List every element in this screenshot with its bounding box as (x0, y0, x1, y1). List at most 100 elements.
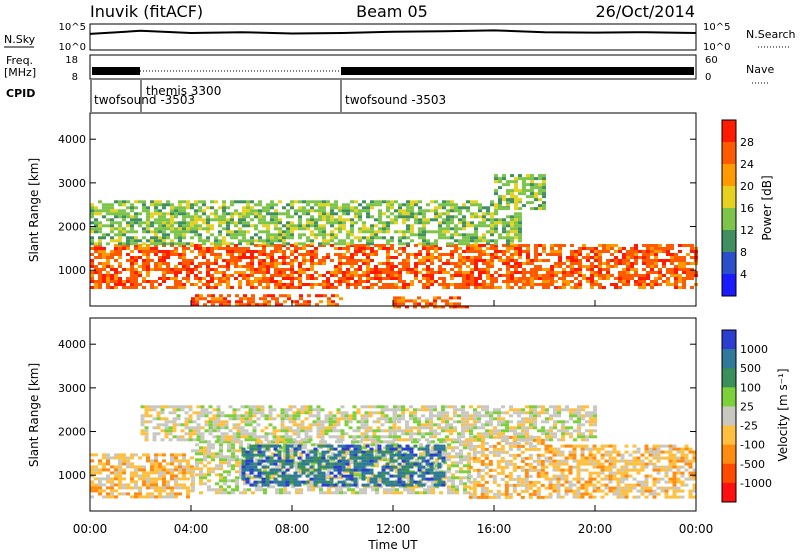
vel-cells-cell-2031 (636, 459, 641, 463)
power-cells-cell-2082 (322, 236, 326, 240)
freq-label: Freq. (6, 54, 33, 67)
power-cells-cell-201 (170, 268, 174, 271)
vel-cells-cell-195 (166, 462, 170, 466)
vel-cells-cell-1893 (588, 480, 593, 484)
power-ylabel: Slant Range [km] (27, 158, 41, 262)
power-cells-cell-913 (466, 286, 470, 289)
power-cells-cell-57 (110, 265, 114, 268)
vel-cells-cell-2106 (664, 444, 669, 448)
vel-cells-cell-1784 (552, 483, 557, 487)
power-cells-cell-877 (454, 271, 458, 274)
power-cells-cell-450 (274, 247, 278, 250)
power-cells-cell-2081 (322, 233, 326, 237)
power-cells-cell-1096 (538, 253, 542, 256)
vel-cells-cell-489 (271, 473, 275, 477)
vel-cells-cell-553 (291, 485, 295, 489)
power-cells-cell-740 (390, 286, 394, 289)
vel-cells-cell-514 (283, 440, 287, 444)
power-cells-cell-315 (218, 277, 222, 280)
vel-cells-cell-1739 (536, 492, 541, 496)
power-cells-cell-975 (490, 259, 494, 262)
power-cells-cell-2745 (526, 201, 530, 205)
power-cells-cell-1703 (170, 242, 174, 246)
power-cells-cell-1538 (110, 218, 114, 222)
power-cells-cell-1472 (690, 250, 694, 253)
power-cells-cell-985 (494, 250, 498, 253)
power-cells-cell-1896 (250, 200, 254, 204)
power-cells-cell-472 (282, 244, 286, 247)
cpid-segment-2: themis 3300 (146, 84, 221, 98)
vel-cells-cell-352 (223, 461, 227, 465)
vel-cells-cell-1347 (369, 453, 374, 457)
power-cells-cell-437 (266, 283, 270, 286)
power-cells-cell-1450 (678, 280, 682, 283)
vel-cells-cell-1717 (532, 447, 537, 451)
power-cells-cell-2758 (534, 186, 538, 190)
power-cells-cell-38 (102, 265, 106, 268)
power-cells-cell-1743 (186, 212, 190, 216)
power-cells-cell-548 (310, 268, 314, 271)
power-cells-cell-232 (182, 265, 186, 268)
vel-cells-cell-5 (90, 474, 94, 478)
vel-cells-cell-1922 (600, 453, 605, 457)
power-cells-cell-1941 (266, 236, 270, 240)
power-cells-cell-1632 (146, 239, 150, 243)
vel-cells-cell-6 (90, 480, 94, 484)
power-cells-cell-1155 (562, 268, 566, 271)
vel-cells-cell-1852 (576, 471, 581, 475)
power-cells-cell-946 (478, 274, 482, 277)
power-cells-cell-2303 (418, 218, 422, 222)
power-cells-cell-1799 (210, 200, 214, 204)
power-cells-cell-1403 (662, 247, 666, 250)
vel-cells-cell-1575 (484, 489, 489, 493)
power-cells-cell-955 (482, 268, 486, 271)
power-cells-cell-1567 (122, 203, 126, 207)
vel-cells-cell-333 (219, 440, 223, 444)
power-cells-cell-716 (382, 286, 386, 289)
power-cells-cell-84 (118, 280, 122, 283)
power-cells-cell-1728 (182, 206, 186, 210)
vel-cells-cell-1560 (480, 477, 485, 481)
vel-cells-cell-1094 (253, 474, 258, 478)
vel-cells-cell-974 (443, 452, 447, 456)
vel-cells-cell-1657 (512, 468, 517, 472)
power-cells-cell-566 (322, 244, 326, 247)
power-cells-cell-172 (158, 259, 162, 262)
power-cells-cell-254 (194, 247, 198, 250)
power-cells-cell-839 (438, 247, 442, 250)
power-cells-cell-2413 (462, 239, 466, 243)
power-cells-cell-1786 (202, 221, 206, 225)
vel-cells-cell-1225 (317, 456, 322, 460)
power-cells-cell-1680 (162, 239, 166, 243)
vel-cells-cell-1941 (604, 486, 609, 490)
power-cells-cell-1839 (226, 221, 230, 225)
power-cells-cell-628 (350, 253, 354, 256)
power-cells-cell-542 (310, 250, 314, 253)
vel-cells-cell-319 (211, 455, 215, 459)
power-cells-cell-797 (422, 244, 426, 247)
vel-cells-cell-2146 (672, 495, 677, 499)
vel-cells-cell-1601 (496, 450, 501, 454)
vel-cells-cell-2097 (656, 492, 661, 496)
vel-cells-cell-1261 (333, 447, 338, 451)
power-cells-cell-1065 (526, 250, 530, 253)
power-cells-cell-690 (370, 286, 374, 289)
power-cells-cell-387 (250, 259, 254, 262)
power-cells-cell-1693 (170, 206, 174, 210)
vel-cells-cell-294 (203, 446, 207, 450)
vel-cells-cell-1310 (353, 456, 358, 460)
power-cells-cell-2420 (466, 233, 470, 237)
power-cells-cell-1616 (142, 206, 146, 210)
power-cells-cell-354 (234, 277, 238, 280)
vel-cells-cell-71 (118, 459, 122, 463)
vel-cells-cell-1340 (365, 459, 370, 463)
power-cells-cell-2210 (378, 209, 382, 213)
power-cells-cell-240 (186, 265, 190, 268)
power-cells-cell-2119 (338, 218, 342, 222)
vel-cells-cell-931 (427, 485, 431, 489)
vel-cells-cell-1024 (459, 458, 463, 462)
power-cells-cell-2592 (251, 303, 255, 307)
power-cells-cell-766 (402, 286, 406, 289)
power-cells-cell-1874 (242, 206, 246, 210)
vel-cells-cell-1479 (429, 468, 434, 472)
